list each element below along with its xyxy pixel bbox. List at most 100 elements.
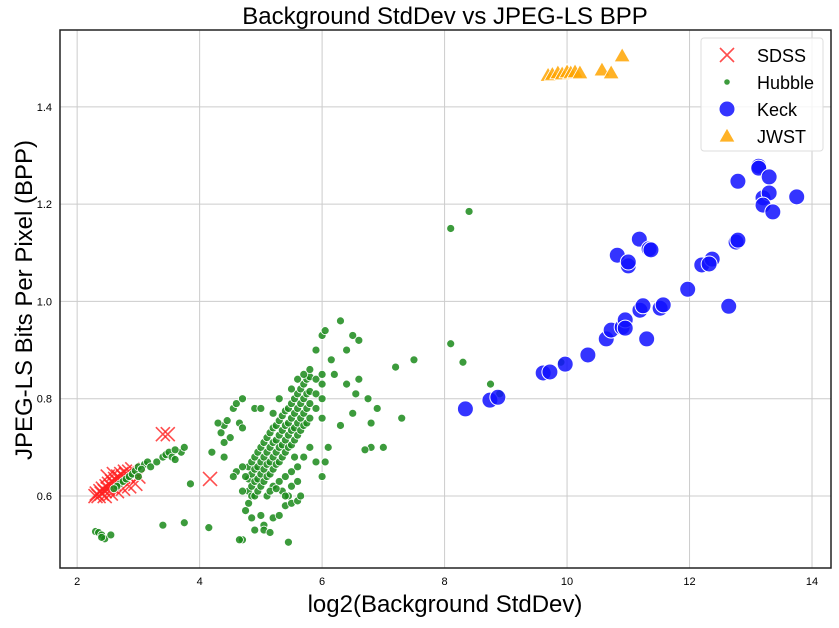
keck-point <box>616 319 634 337</box>
hubble-point <box>323 442 333 452</box>
hubble-point <box>287 481 296 491</box>
hubble-point <box>179 518 189 528</box>
keck-point <box>579 346 597 364</box>
hubble-point <box>274 477 284 486</box>
hubble-point <box>293 374 303 384</box>
data-points <box>87 46 806 547</box>
hubble-point <box>354 335 364 345</box>
hubble-point <box>305 365 315 374</box>
x-tick-label: 12 <box>683 576 695 588</box>
hubble-point <box>446 224 456 233</box>
hubble-point <box>320 326 330 336</box>
hubble-point <box>109 484 119 494</box>
legend: SDSS Hubble Keck JWST <box>700 37 824 152</box>
hubble-point <box>378 442 388 452</box>
hubble-point <box>152 457 162 467</box>
hubble-point <box>133 472 143 481</box>
hubble-point <box>336 421 345 430</box>
keck-point <box>764 203 782 221</box>
hubble-point <box>342 345 351 355</box>
hubble-point <box>311 457 321 467</box>
keck-point <box>720 297 738 315</box>
hubble-point <box>225 433 235 443</box>
hubble-point <box>486 379 495 389</box>
hubble-point <box>207 447 217 457</box>
hubble-point <box>238 462 247 472</box>
hubble-point <box>311 404 321 413</box>
keck-point <box>729 172 747 190</box>
hubble-point <box>305 413 315 423</box>
keck-point <box>760 168 778 186</box>
hubble-point <box>284 537 293 547</box>
hubble-point <box>247 513 257 523</box>
keck-point <box>456 400 474 418</box>
hubble-point <box>311 345 321 355</box>
legend-marker-hubble <box>723 78 731 86</box>
hubble-point <box>320 457 330 467</box>
hubble-point <box>299 369 309 379</box>
hubble-point <box>170 455 180 464</box>
y-tick-label: 0.6 <box>37 491 52 503</box>
hubble-point <box>256 404 266 413</box>
hubble-point <box>137 464 146 474</box>
hubble-point <box>274 511 284 520</box>
hubble-point <box>317 394 327 404</box>
hubble-point <box>280 472 290 481</box>
y-tick-label: 1.0 <box>37 296 52 308</box>
hubble-point <box>219 452 229 462</box>
hubble-point <box>274 394 284 404</box>
hubble-point <box>317 369 327 379</box>
hubble-point <box>250 525 260 535</box>
legend-label-keck: Keck <box>757 100 798 120</box>
hubble-point <box>228 472 238 481</box>
keck-point <box>634 297 652 315</box>
hubble-point <box>348 331 358 340</box>
hubble-point <box>458 357 468 367</box>
hubble-point <box>170 445 180 455</box>
chart-title: Background StdDev vs JPEG-LS BPP <box>242 3 648 30</box>
hubble-point <box>317 472 327 481</box>
x-tick-label: 14 <box>806 576 818 588</box>
legend-box <box>700 37 824 152</box>
sdss-point-stroke <box>160 426 176 442</box>
hubble-point <box>265 528 275 537</box>
hubble-point <box>354 374 364 384</box>
hubble-point <box>348 408 358 418</box>
hubble-point <box>241 506 250 516</box>
hubble-point <box>293 462 303 472</box>
hubble-point <box>317 379 327 389</box>
keck-point <box>541 363 559 381</box>
hubble-point <box>342 379 351 389</box>
hubble-point <box>271 484 281 494</box>
keck-point <box>788 188 806 206</box>
sdss-point-stroke <box>155 426 171 442</box>
hubble-point <box>299 452 309 462</box>
hubble-point <box>186 479 195 489</box>
y-tick-label: 0.8 <box>37 394 52 406</box>
hubble-point <box>268 408 278 418</box>
keck-point <box>619 253 637 271</box>
hubble-point <box>106 530 116 540</box>
hubble-point <box>329 369 339 379</box>
hubble-point <box>305 442 315 452</box>
keck-point <box>700 255 718 273</box>
hubble-point <box>235 535 244 545</box>
hubble-point <box>363 394 373 404</box>
hubble-point <box>397 413 407 423</box>
x-tick-label: 4 <box>197 576 203 588</box>
sdss-point <box>106 466 122 482</box>
keck-point <box>556 355 574 373</box>
hubble-point <box>231 399 241 408</box>
x-tick-label: 2 <box>74 576 80 588</box>
grid <box>60 30 831 568</box>
hubble-point <box>464 207 474 216</box>
hubble-point <box>290 452 299 462</box>
keck-point <box>642 241 660 259</box>
hubble-point <box>305 399 315 408</box>
keck-point <box>638 330 656 348</box>
x-axis-label: log2(Background StdDev) <box>308 591 583 618</box>
hubble-point <box>238 486 247 496</box>
hubble-point <box>280 491 290 501</box>
legend-marker-sdss <box>719 47 735 63</box>
keck-point <box>679 280 697 298</box>
